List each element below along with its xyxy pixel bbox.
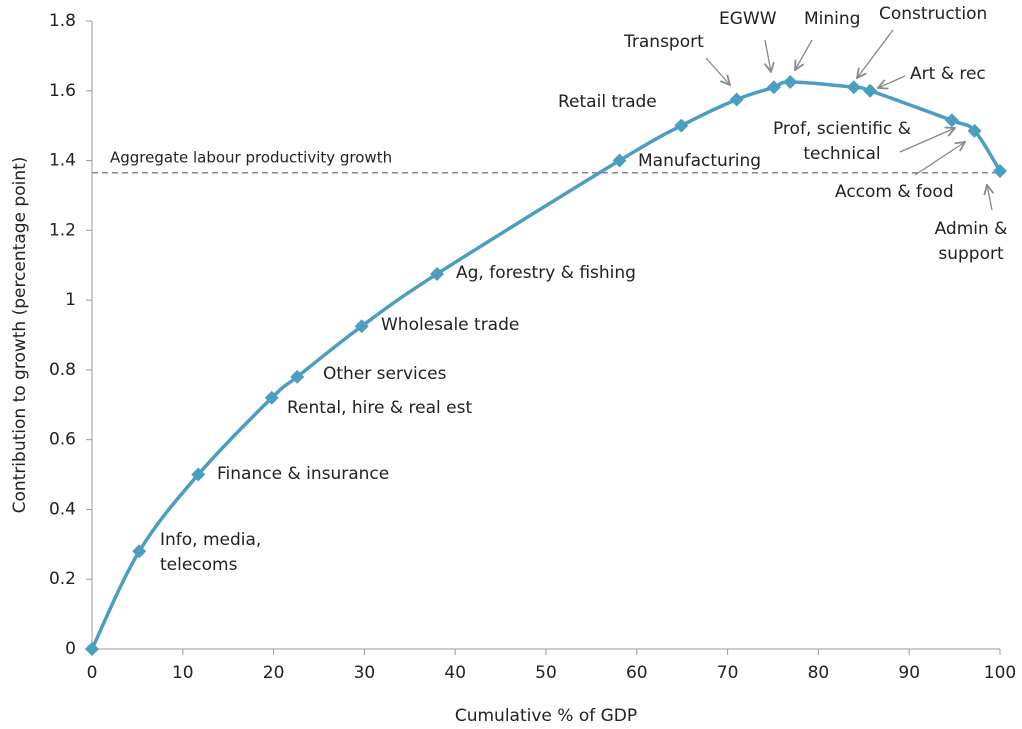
point-label: Wholesale trade bbox=[381, 315, 520, 335]
arrow bbox=[765, 39, 771, 72]
point-label: Manufacturing bbox=[638, 151, 762, 171]
arrow bbox=[899, 128, 955, 153]
point-label: Art & rec bbox=[910, 64, 986, 84]
y-tick-label: 0 bbox=[65, 639, 76, 659]
point-marker bbox=[674, 118, 689, 133]
x-tick-label: 100 bbox=[984, 663, 1016, 683]
x-tick-label: 30 bbox=[354, 663, 376, 683]
y-tick-label: 1.8 bbox=[49, 11, 76, 31]
point-marker bbox=[264, 390, 279, 405]
point-label: Retail trade bbox=[558, 92, 657, 112]
x-tick-label: 10 bbox=[172, 663, 194, 683]
point-label: Ag, forestry & fishing bbox=[456, 263, 636, 283]
x-tick-label: 20 bbox=[263, 663, 285, 683]
arrow bbox=[705, 57, 730, 85]
point-label: Info, media, telecoms bbox=[160, 530, 262, 575]
x-tick-label: 90 bbox=[898, 663, 920, 683]
x-tick-label: 70 bbox=[717, 663, 739, 683]
point-marker bbox=[944, 113, 959, 128]
x-tick-label: 50 bbox=[535, 663, 557, 683]
point-label: EGWW bbox=[719, 9, 777, 29]
point-marker bbox=[967, 123, 982, 138]
annotation-arrows bbox=[705, 29, 992, 211]
point-marker bbox=[85, 642, 99, 656]
y-tick-label: 0.6 bbox=[49, 430, 76, 450]
y-axis-title: Contribution to growth (percentage point… bbox=[10, 157, 30, 514]
point-marker bbox=[354, 319, 369, 334]
x-tick-label: 60 bbox=[626, 663, 648, 683]
x-tick-label: 80 bbox=[808, 663, 830, 683]
point-label: Admin & support bbox=[934, 219, 1008, 264]
point-marker bbox=[612, 153, 627, 168]
y-tick-label: 1.6 bbox=[49, 81, 76, 101]
point-marker bbox=[729, 92, 744, 107]
x-axis-title: Cumulative % of GDP bbox=[455, 706, 637, 726]
y-tick-label: 1 bbox=[65, 290, 76, 310]
point-marker bbox=[783, 75, 798, 90]
point-label: Construction bbox=[879, 4, 988, 24]
reference-label: Aggregate labour productivity growth bbox=[110, 148, 392, 166]
arrow bbox=[987, 185, 992, 211]
y-tick-label: 1.2 bbox=[49, 220, 76, 240]
arrow bbox=[857, 29, 894, 78]
x-tick-label: 0 bbox=[87, 663, 98, 683]
point-marker bbox=[766, 80, 781, 95]
y-tick-label: 0.2 bbox=[49, 569, 76, 589]
x-tick-label: 40 bbox=[444, 663, 466, 683]
y-tick-label: 0.8 bbox=[49, 360, 76, 380]
point-label: Finance & insurance bbox=[217, 464, 390, 484]
point-label: Mining bbox=[804, 9, 861, 29]
point-marker bbox=[132, 544, 147, 559]
y-tick-label: 0.4 bbox=[49, 499, 76, 519]
point-marker bbox=[846, 80, 861, 95]
point-marker bbox=[863, 83, 878, 98]
arrow bbox=[878, 75, 906, 88]
point-label: Other services bbox=[323, 364, 447, 384]
point-label: Rental, hire & real est bbox=[287, 398, 473, 418]
arrow bbox=[914, 142, 965, 176]
point-marker bbox=[191, 467, 206, 482]
point-marker bbox=[290, 369, 305, 384]
point-label: Prof, scientific & technical bbox=[772, 119, 912, 164]
point-label: Transport bbox=[624, 32, 704, 52]
y-tick-label: 1.4 bbox=[49, 151, 76, 171]
point-marker bbox=[993, 164, 1007, 179]
point-marker bbox=[430, 266, 445, 281]
point-label: Accom & food bbox=[835, 182, 954, 202]
arrow bbox=[795, 39, 813, 70]
